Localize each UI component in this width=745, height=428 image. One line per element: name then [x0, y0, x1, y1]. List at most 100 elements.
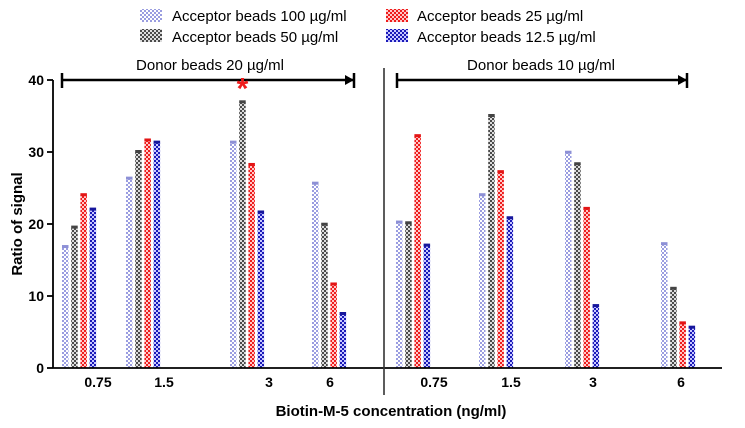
bar	[479, 195, 486, 368]
axes-layer: 0.75 1.5 3 6 0.75 1.5 3 6 0 10 20 30 40 *	[28, 68, 722, 395]
bar	[312, 183, 319, 368]
bar	[574, 164, 581, 368]
bar	[661, 244, 668, 368]
bar	[583, 208, 590, 368]
error-bar	[488, 114, 495, 117]
legend-item: Acceptor beads 25 µg/ml	[386, 8, 583, 25]
group-label-donor-10: Donor beads 10 µg/ml	[467, 57, 615, 74]
error-bar	[230, 140, 237, 144]
error-bar	[257, 210, 265, 214]
legend-label-12-5: Acceptor beads 12.5 µg/ml	[417, 29, 596, 46]
x-tick-label: 1.5	[154, 374, 174, 390]
error-bar	[144, 138, 151, 142]
error-bar	[670, 286, 677, 290]
bar	[71, 227, 78, 368]
error-bar	[592, 304, 600, 308]
error-bar	[688, 325, 696, 329]
legend-swatch-50	[140, 29, 162, 42]
legend-item: Acceptor beads 100 µg/ml	[140, 8, 347, 25]
error-bar	[330, 282, 337, 286]
bar	[248, 164, 255, 368]
group-bracket-0: Donor beads 20 µg/ml	[60, 57, 356, 88]
x-axis-title: Biotin-M-5 concentration (ng/ml)	[276, 403, 507, 420]
y-tick-label: 20	[28, 216, 44, 232]
error-bar	[405, 221, 412, 225]
error-bar	[71, 225, 78, 229]
bar	[670, 288, 677, 368]
error-bar	[239, 100, 246, 104]
group-label-donor-20: Donor beads 20 µg/ml	[136, 57, 284, 74]
error-bar	[312, 181, 319, 185]
legend-swatch-12-5	[386, 29, 408, 42]
bars-layer	[62, 100, 696, 368]
error-bar	[414, 134, 421, 138]
error-bar	[479, 193, 486, 197]
group-bracket-1: Donor beads 10 µg/ml	[395, 57, 689, 88]
legend-swatch-25	[386, 9, 408, 22]
error-bar	[80, 193, 87, 197]
bar	[488, 116, 495, 368]
error-bar	[497, 170, 504, 174]
y-tick-label: 30	[28, 144, 44, 160]
legend-label-100: Acceptor beads 100 µg/ml	[172, 8, 347, 25]
bar	[592, 306, 600, 368]
error-bar	[321, 222, 328, 226]
error-bar	[153, 140, 161, 144]
bar	[423, 245, 431, 368]
y-axis-title: Ratio of signal	[9, 172, 26, 275]
legend-label-50: Acceptor beads 50 µg/ml	[172, 29, 338, 46]
bar	[126, 178, 133, 368]
y-tick-label: 40	[28, 72, 44, 88]
significance-star: *	[237, 72, 249, 105]
bar	[144, 140, 151, 368]
x-tick-label: 1.5	[501, 374, 521, 390]
bar	[321, 224, 328, 368]
legend-swatch-100	[140, 9, 162, 22]
bar	[339, 314, 347, 368]
bar	[405, 223, 412, 368]
x-tick-label: 3	[589, 374, 597, 390]
bar	[62, 247, 69, 368]
error-bar	[583, 206, 590, 210]
error-bar	[396, 220, 403, 224]
error-bar	[135, 150, 142, 153]
bar	[135, 152, 142, 368]
legend-item: Acceptor beads 12.5 µg/ml	[386, 29, 596, 46]
y-tick-label: 10	[28, 288, 44, 304]
bar	[330, 284, 337, 368]
error-bar	[574, 162, 581, 166]
x-tick-label: 6	[677, 374, 685, 390]
error-bar	[126, 176, 133, 180]
x-tick-label: 3	[265, 374, 273, 390]
bar	[565, 152, 572, 368]
x-tick-label: 6	[326, 374, 334, 390]
error-bar	[423, 243, 431, 247]
error-bar	[565, 150, 572, 154]
bar	[679, 323, 686, 368]
legend-item: Acceptor beads 50 µg/ml	[140, 29, 338, 46]
bar	[497, 172, 504, 368]
error-bar	[248, 162, 255, 166]
error-bar	[679, 321, 686, 325]
bar	[414, 136, 421, 368]
bar	[230, 142, 237, 368]
bar	[688, 327, 696, 368]
bar	[396, 222, 403, 368]
bar	[89, 209, 97, 368]
bar	[239, 102, 246, 368]
bar	[80, 195, 87, 368]
error-bar	[62, 245, 69, 249]
error-bar	[661, 242, 668, 246]
legend-label-25: Acceptor beads 25 µg/ml	[417, 8, 583, 25]
bar	[153, 142, 161, 368]
legend: Acceptor beads 100 µg/ml Acceptor beads …	[140, 8, 596, 46]
x-tick-label: 0.75	[84, 374, 111, 390]
y-tick-label: 0	[36, 360, 44, 376]
error-bar	[506, 216, 514, 220]
bar	[257, 212, 265, 368]
x-tick-label: 0.75	[420, 374, 447, 390]
bar	[506, 218, 514, 368]
error-bar	[339, 312, 347, 315]
